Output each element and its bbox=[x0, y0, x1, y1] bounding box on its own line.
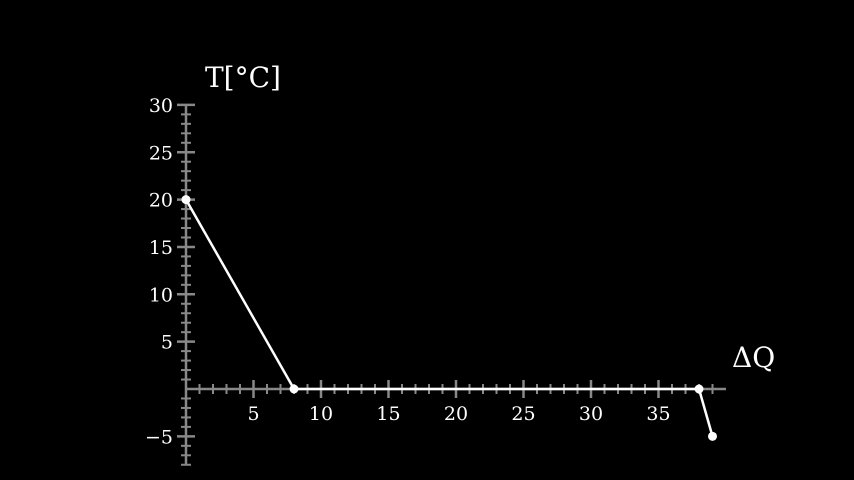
data-point bbox=[181, 195, 191, 205]
x-tick-label: 25 bbox=[511, 403, 535, 425]
y-tick-label: 15 bbox=[149, 237, 173, 259]
series-line bbox=[184, 198, 714, 437]
data-point bbox=[289, 384, 299, 394]
x-tick-label: 30 bbox=[579, 403, 603, 425]
y-tick-label: 10 bbox=[149, 284, 173, 306]
data-point bbox=[708, 431, 717, 441]
x-axis-title: ΔQ bbox=[732, 341, 775, 374]
x-tick-label: 15 bbox=[376, 403, 400, 425]
data-point bbox=[694, 384, 704, 394]
y-tick-label: 20 bbox=[149, 190, 173, 212]
y-tick-label: 30 bbox=[149, 95, 173, 117]
x-tick-label: 10 bbox=[309, 403, 333, 425]
y-axis-title: T[°C] bbox=[205, 61, 281, 94]
y-tick-label: −5 bbox=[145, 426, 173, 448]
x-tick-label: 35 bbox=[646, 403, 670, 425]
y-tick-label: 5 bbox=[161, 332, 173, 354]
tick-labels: 5 10 15 20 25 30 35 −5 5 10 15 20 25 30 bbox=[145, 95, 671, 448]
y-tick-label: 25 bbox=[149, 142, 173, 164]
series bbox=[181, 195, 717, 441]
x-tick-label: 20 bbox=[444, 403, 468, 425]
x-tick-label: 5 bbox=[247, 403, 259, 425]
